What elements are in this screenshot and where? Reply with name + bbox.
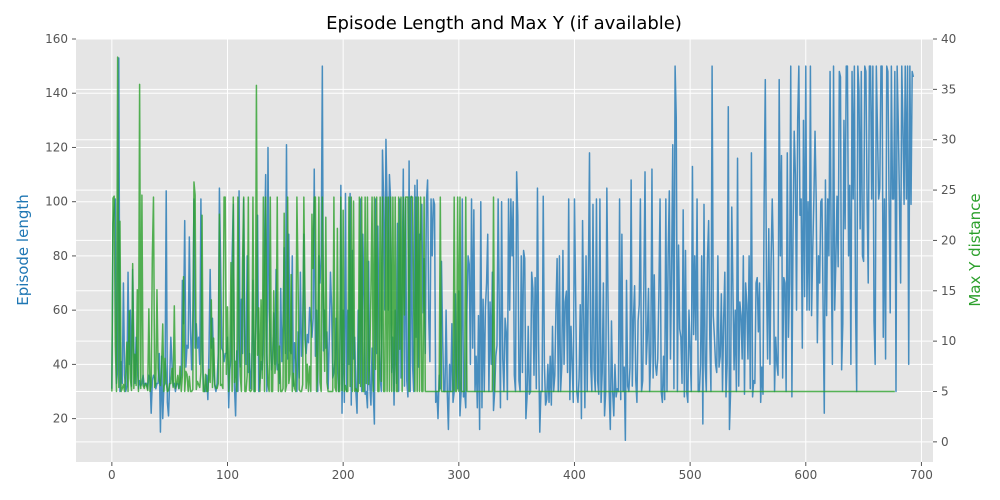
right-y-tick-label: 40 bbox=[941, 32, 956, 46]
right-y-tick-label: 0 bbox=[941, 435, 949, 449]
series-lines bbox=[111, 56, 915, 442]
x-tick-label: 600 bbox=[794, 468, 817, 482]
left-y-tick-label: 100 bbox=[45, 195, 68, 209]
chart-title: Episode Length and Max Y (if available) bbox=[326, 13, 682, 34]
left-axis-label: Episode length bbox=[14, 194, 32, 306]
right-y-tick-label: 35 bbox=[941, 82, 956, 96]
x-tick-label: 200 bbox=[332, 468, 355, 482]
x-tick-label: 0 bbox=[108, 468, 116, 482]
left-y-tick-label: 80 bbox=[53, 249, 68, 263]
right-axis-label: Max Y distance bbox=[966, 193, 984, 306]
x-tick-label: 700 bbox=[910, 468, 933, 482]
left-y-tick-label: 160 bbox=[45, 32, 68, 46]
left-y-tick-label: 40 bbox=[53, 357, 68, 371]
x-tick-label: 500 bbox=[679, 468, 702, 482]
right-y-tick-label: 5 bbox=[941, 385, 949, 399]
right-y-tick-label: 25 bbox=[941, 183, 956, 197]
left-y-tick-label: 120 bbox=[45, 140, 68, 154]
x-tick-label: 100 bbox=[216, 468, 239, 482]
x-tick-label: 400 bbox=[563, 468, 586, 482]
right-y-tick-label: 10 bbox=[941, 334, 956, 348]
left-y-tick-label: 140 bbox=[45, 86, 68, 100]
left-y-tick-label: 20 bbox=[53, 412, 68, 426]
series-line-max-y-distance bbox=[111, 56, 895, 393]
right-y-axis: 0 5 10 15 20 25 30 35 40 bbox=[933, 32, 956, 449]
right-y-tick-label: 30 bbox=[941, 133, 956, 147]
x-tick-label: 300 bbox=[447, 468, 470, 482]
series-line-episode-length bbox=[111, 57, 915, 442]
left-y-tick-label: 60 bbox=[53, 303, 68, 317]
left-y-axis: 20 40 60 80 100 120 140 160 bbox=[45, 32, 76, 426]
x-axis: 0 100 200 300 400 500 600 700 bbox=[108, 462, 933, 482]
right-y-tick-label: 20 bbox=[941, 233, 956, 247]
right-y-tick-label: 15 bbox=[941, 284, 956, 298]
